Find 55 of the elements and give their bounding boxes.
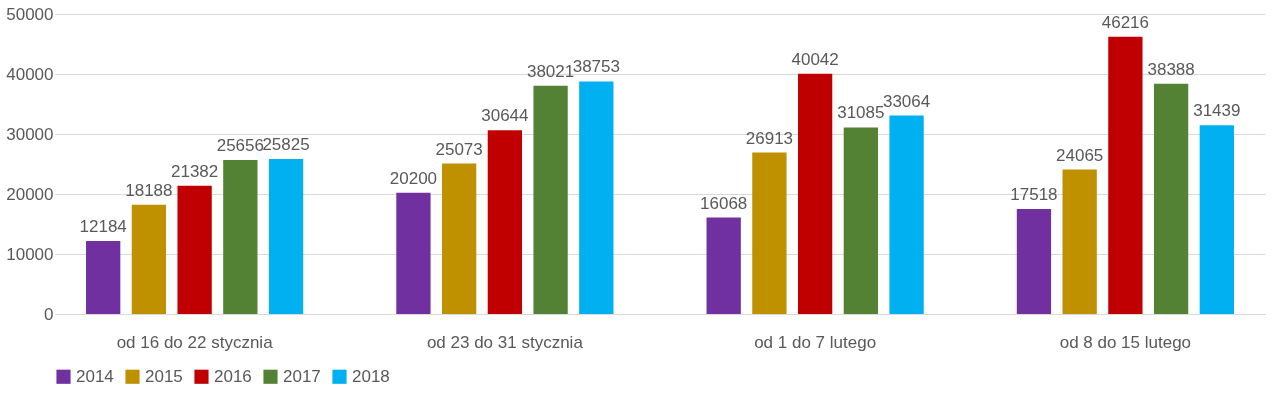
bar [177, 185, 212, 314]
legend-label: 2016 [214, 366, 252, 386]
legend-label: 2014 [76, 366, 114, 386]
bar [533, 85, 568, 314]
data-label: 17518 [1010, 184, 1058, 204]
data-label: 33064 [882, 91, 931, 111]
data-label: 30644 [481, 106, 529, 126]
x-tick-label: od 8 do 15 lutego [1059, 332, 1192, 352]
data-label: 26913 [745, 128, 794, 148]
data-label: 31085 [837, 103, 885, 123]
bar [131, 204, 167, 314]
data-label: 20200 [389, 168, 438, 188]
legend-label: 2017 [283, 366, 321, 386]
data-label: 38021 [526, 61, 575, 81]
bar [706, 217, 741, 314]
bar [223, 160, 258, 314]
x-tick-label: od 23 do 31 stycznia [426, 332, 584, 352]
data-label: 16068 [700, 193, 748, 213]
y-tick-label: 30000 [6, 124, 54, 144]
bar [843, 127, 878, 314]
data-label: 24065 [1056, 145, 1104, 165]
data-label: 21382 [170, 161, 219, 181]
data-label: 25656 [216, 136, 264, 156]
data-label: 38753 [572, 57, 620, 77]
legend-label: 2018 [352, 366, 390, 386]
bar [86, 240, 121, 314]
y-tick-label: 40000 [6, 64, 54, 84]
bar [442, 163, 477, 314]
data-label: 25825 [262, 135, 310, 155]
y-tick-label: 50000 [6, 4, 54, 24]
data-label: 40042 [791, 49, 839, 69]
legend-label: 2015 [145, 366, 183, 386]
data-label: 18188 [125, 180, 173, 200]
bar [797, 73, 833, 314]
data-label: 38388 [1147, 59, 1195, 79]
bar [1153, 83, 1189, 314]
data-label: 46216 [1101, 12, 1150, 32]
bar [487, 130, 523, 314]
bar [889, 115, 924, 314]
x-tick-label: od 16 do 22 stycznia [116, 332, 274, 352]
bar [396, 192, 431, 314]
bar [1062, 169, 1097, 314]
y-tick-label: 0 [44, 304, 54, 324]
data-label: 25073 [435, 139, 483, 159]
data-label: 31439 [1193, 101, 1241, 121]
bar [752, 152, 787, 314]
y-tick-label: 10000 [6, 244, 54, 264]
bar [1108, 36, 1143, 314]
bar [268, 159, 304, 314]
bar [1016, 208, 1052, 314]
x-tick-label: od 1 do 7 lutego [754, 332, 877, 352]
bar [1199, 125, 1234, 314]
bar [579, 81, 614, 314]
y-tick-label: 20000 [6, 184, 54, 204]
data-label: 12184 [79, 216, 127, 236]
